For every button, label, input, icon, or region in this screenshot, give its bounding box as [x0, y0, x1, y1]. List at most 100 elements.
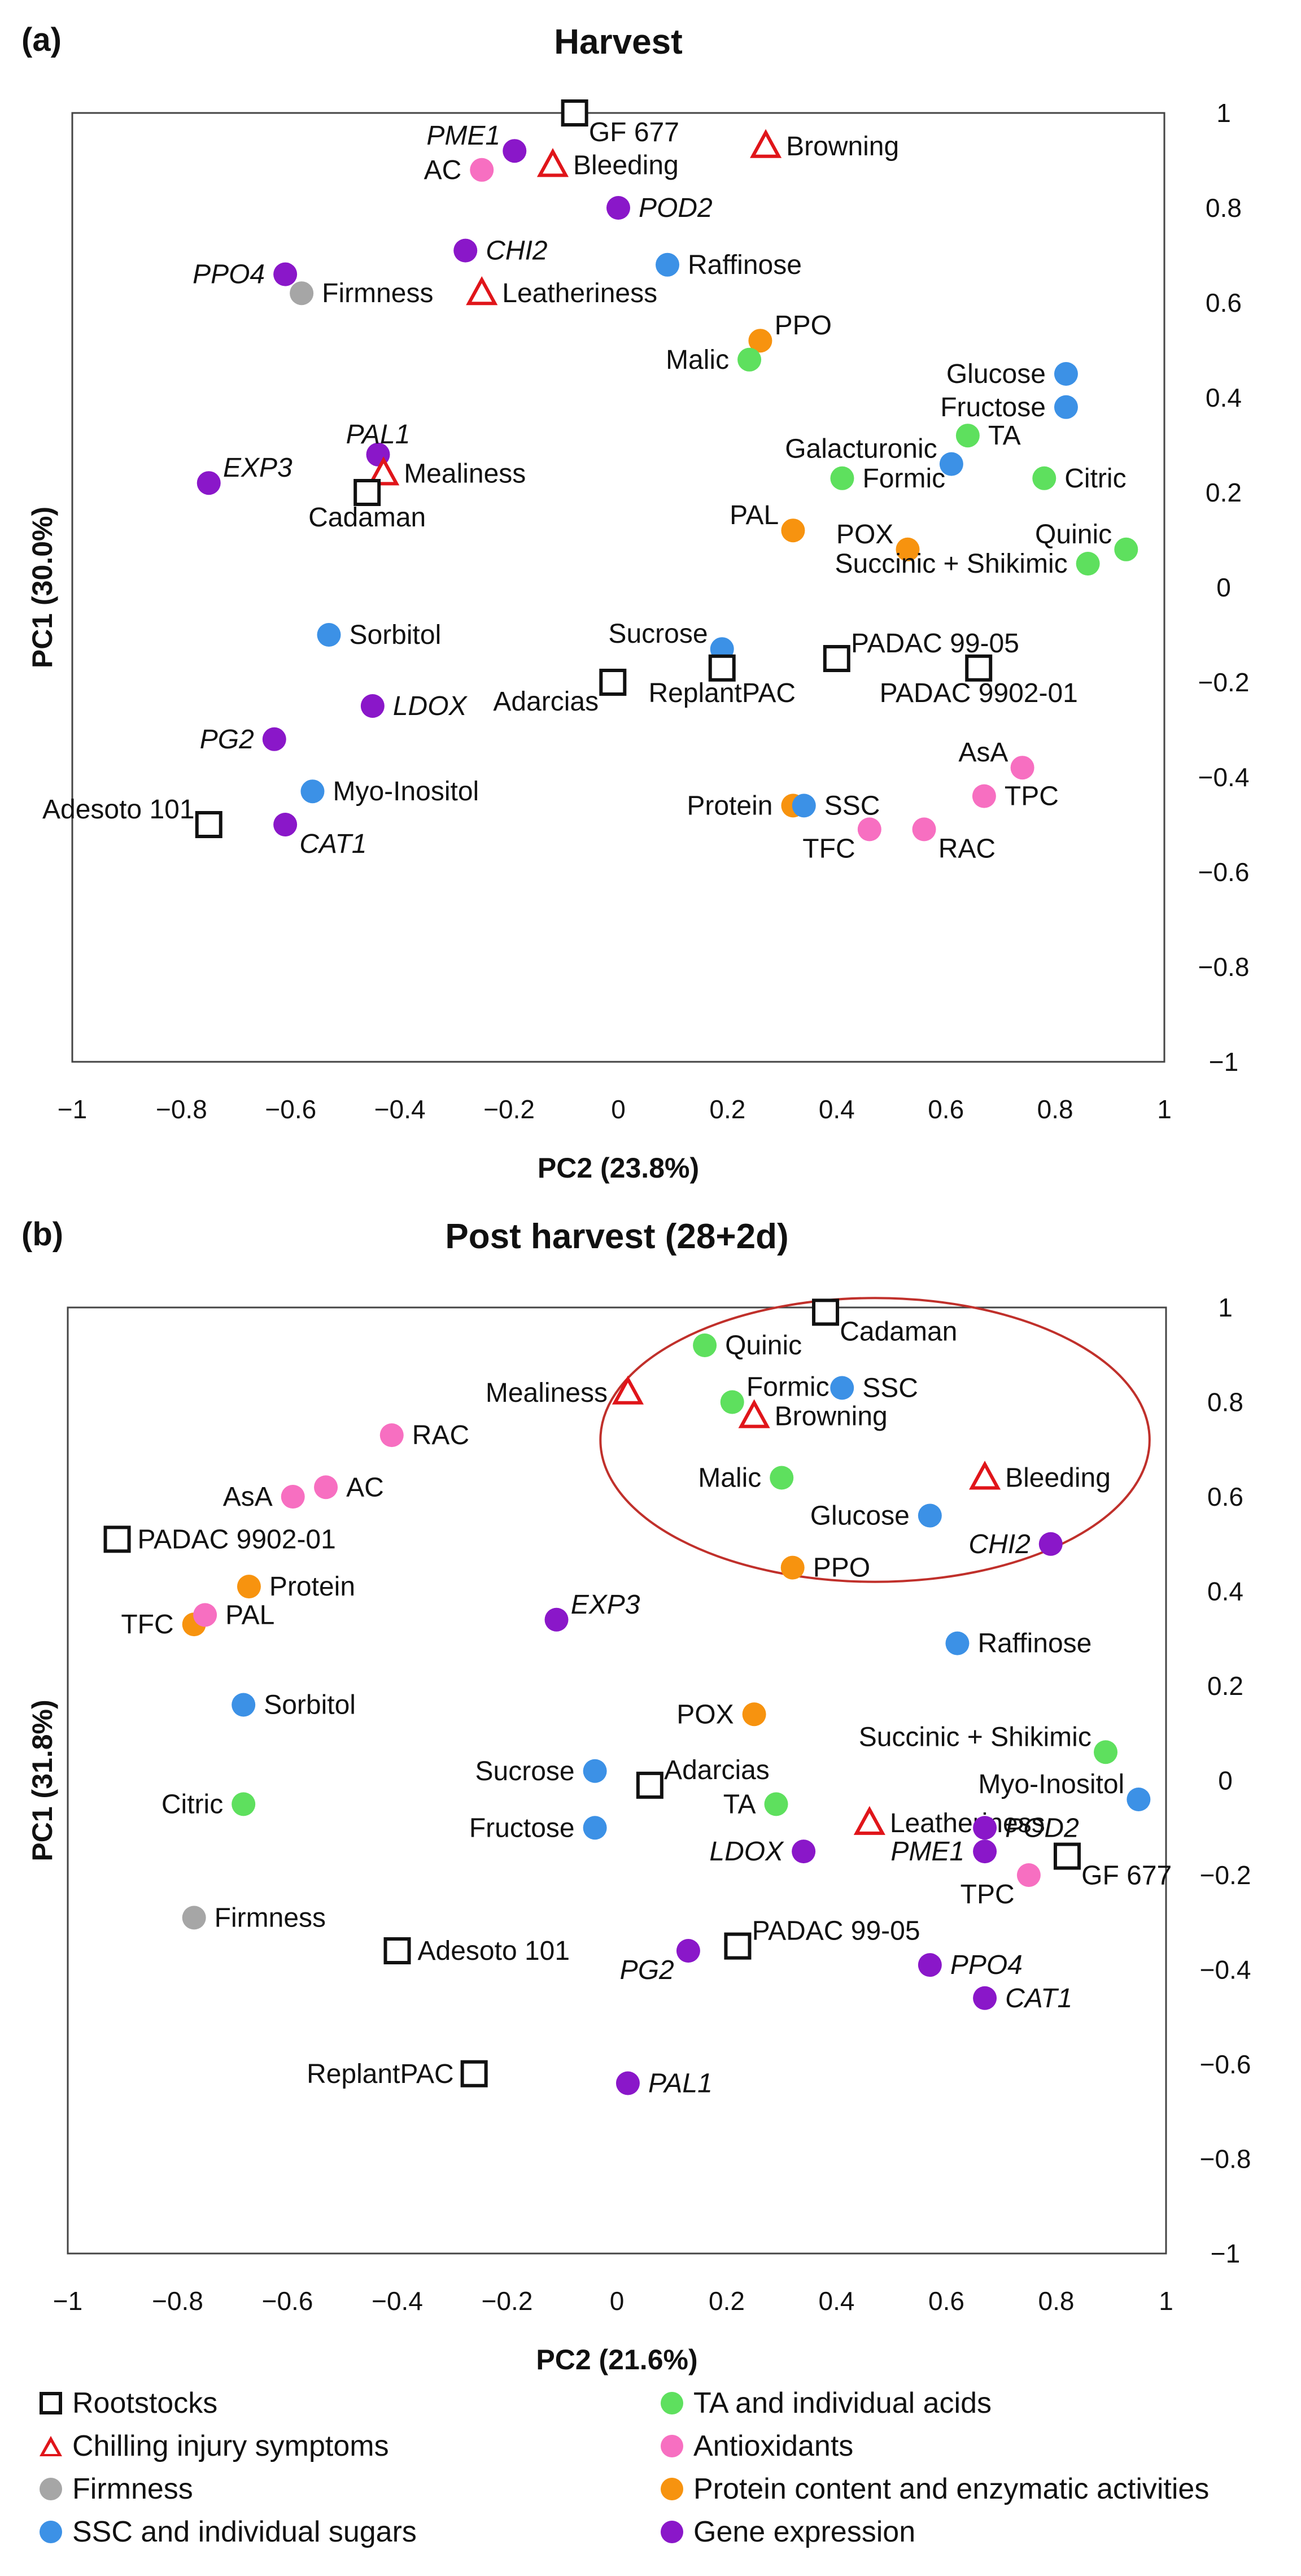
triangle-marker — [853, 1806, 885, 1835]
point-pod2: POD2 — [606, 193, 713, 223]
point-ac: AC — [314, 1472, 384, 1502]
x-tick-label: 0.6 — [928, 1095, 964, 1124]
point-mealiness: Mealiness — [486, 1375, 644, 1408]
point-ppo4: PPO4 — [918, 1950, 1023, 1980]
legend: Rootstocks Chilling injury symptoms Firm… — [0, 2386, 1301, 2567]
point-label: Mealiness — [486, 1378, 608, 1408]
x-tick-label: −0.8 — [152, 2286, 203, 2316]
circle-marker — [1010, 756, 1034, 780]
point-bleeding: Bleeding — [536, 148, 679, 180]
point-label: Raffinose — [977, 1629, 1092, 1659]
y-tick-label: 0.6 — [1207, 1482, 1243, 1511]
point-label: TA — [723, 1789, 756, 1819]
y-tick-label: 0.4 — [1206, 383, 1242, 412]
circle-marker — [290, 281, 314, 306]
point-label: Citric — [161, 1789, 223, 1819]
point-adarcias: Adarcias — [636, 1755, 770, 1799]
point-ac: AC — [424, 155, 494, 185]
point-chi2: CHI2 — [968, 1529, 1063, 1559]
legend-label: Firmness — [72, 2473, 193, 2505]
point-pg2: PG2 — [620, 1939, 700, 1985]
point-label: Quinic — [1035, 520, 1112, 550]
point-label: PAL — [225, 1600, 274, 1630]
point-pal1: PAL1 — [615, 2069, 713, 2099]
point-malic: Malic — [698, 1463, 794, 1493]
point-label: GF 677 — [1081, 1861, 1172, 1891]
circle-marker — [748, 329, 772, 353]
circle-marker — [973, 1840, 997, 1864]
point-leatheriness: Leatheriness — [466, 276, 657, 308]
point-label: PPO4 — [950, 1950, 1023, 1980]
point-myo-inositol: Myo-Inositol — [300, 777, 479, 807]
panel-label: (b) — [21, 1216, 63, 1253]
point-sorbitol: Sorbitol — [317, 620, 441, 650]
circle-marker — [973, 1986, 997, 2010]
y-tick-label: 0 — [1216, 573, 1231, 602]
square-marker — [561, 99, 588, 127]
point-ppo4: PPO4 — [193, 260, 298, 290]
circle-marker — [379, 1423, 404, 1448]
point-ldox: LDOX — [709, 1837, 816, 1867]
point-padac-9902-01: PADAC 9902-01 — [103, 1524, 336, 1554]
point-firmness: Firmness — [182, 1903, 326, 1933]
point-label: PAL1 — [346, 420, 411, 450]
legend-label: SSC and individual sugars — [72, 2516, 417, 2548]
point-fructose: Fructose — [469, 1813, 607, 1843]
circle-marker — [273, 813, 298, 836]
point-sucrose: Sucrose — [475, 1756, 607, 1786]
y-tick-label: −0.8 — [1198, 952, 1250, 982]
point-glucose: Glucose — [946, 359, 1078, 389]
legend-item-acids: TA and individual acids — [661, 2386, 992, 2420]
circle-marker — [918, 1953, 942, 1977]
point-asa: AsA — [958, 738, 1034, 780]
point-raffinose: Raffinose — [656, 250, 802, 280]
square-marker — [1053, 1842, 1081, 1870]
point-padac-9902-01: PADAC 9902-01 — [880, 654, 1078, 708]
point-label: PPO — [775, 311, 832, 341]
point-padac-99-05: PADAC 99-05 — [724, 1916, 920, 1960]
point-label: Succinic + Shikimic — [835, 549, 1067, 579]
point-pal: PAL — [730, 500, 805, 543]
point-fructose: Fructose — [940, 393, 1078, 422]
circle-marker — [912, 817, 936, 842]
point-label: LDOX — [709, 1837, 784, 1867]
circle-marker — [360, 694, 385, 718]
point-label: Adarcias — [493, 687, 599, 717]
point-quinic: Quinic — [1035, 520, 1138, 561]
circle-marker-icon — [661, 2478, 683, 2500]
y-tick-label: 0.4 — [1207, 1577, 1243, 1606]
point-label: RAC — [938, 834, 996, 864]
x-tick-label: −0.6 — [265, 1095, 316, 1124]
circle-marker — [182, 1906, 206, 1930]
point-succinic-shikimic: Succinic + Shikimic — [835, 549, 1100, 579]
point-label: Cadaman — [840, 1317, 957, 1347]
point-myo-inositol: Myo-Inositol — [978, 1769, 1151, 1811]
point-label: Formic — [862, 464, 945, 494]
triangle-marker-icon — [40, 2436, 62, 2456]
y-tick-label: 0.2 — [1207, 1671, 1243, 1701]
point-sorbitol: Sorbitol — [232, 1690, 356, 1720]
circle-marker — [792, 794, 816, 818]
circle-marker — [656, 252, 680, 277]
legend-label: Antioxidants — [693, 2430, 854, 2462]
circle-marker — [193, 1603, 217, 1627]
point-formic: Formic — [830, 464, 945, 494]
chart-panel-postharvest: (b) Post harvest (28+2d) −1 −0.8 −0.6 −0.4 −0.… — [21, 1216, 1251, 2376]
triangle-marker — [612, 1375, 644, 1405]
square-marker — [812, 1298, 840, 1326]
point-label: PME1 — [890, 1837, 964, 1867]
point-label: TFC — [802, 834, 855, 864]
y-axis-label: PC1 (30.0%) — [27, 507, 58, 668]
point-tpc: TPC — [972, 782, 1059, 812]
point-pal: PAL — [193, 1600, 274, 1630]
triangle-marker — [738, 1399, 770, 1428]
point-label: POD2 — [639, 193, 713, 223]
point-label: POX — [836, 520, 893, 550]
circle-marker — [262, 727, 286, 751]
circle-marker — [470, 158, 494, 182]
point-label: SSC — [824, 791, 880, 821]
point-pox: POX — [836, 520, 920, 561]
square-marker-icon — [40, 2392, 62, 2414]
chart-title: Post harvest (28+2d) — [445, 1217, 788, 1256]
circle-marker — [830, 1376, 854, 1400]
